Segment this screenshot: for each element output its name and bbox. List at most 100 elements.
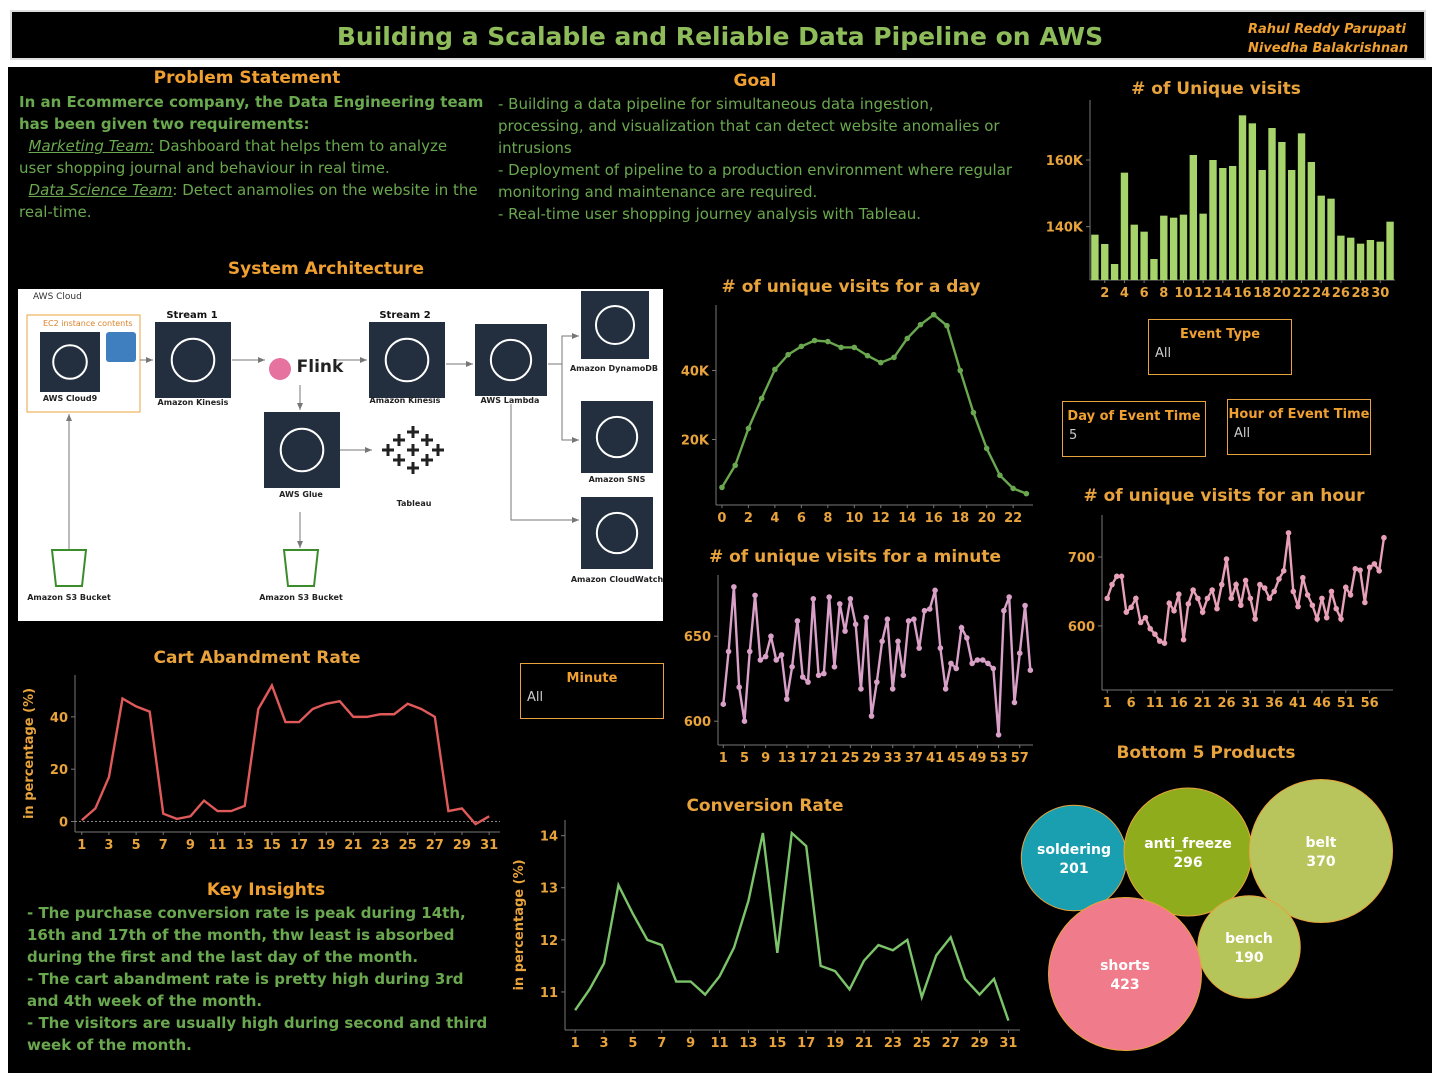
x-tick-label: 25 (399, 838, 417, 853)
node-label: Amazon S3 Bucket (259, 593, 343, 602)
bubble (1020, 804, 1128, 912)
x-tick-label: 6 (1140, 286, 1149, 301)
point (1006, 594, 1012, 600)
point (1228, 595, 1235, 602)
ec2-label: EC2 instance contents (43, 319, 133, 328)
point (794, 618, 801, 624)
point (1323, 614, 1330, 621)
x-tick-label: 0 (717, 511, 726, 526)
point (1214, 605, 1220, 612)
bar (1140, 231, 1148, 280)
x-tick-label: 18 (951, 511, 969, 526)
point (852, 621, 859, 628)
point (1257, 581, 1263, 588)
x-tick-label: 13 (778, 751, 796, 766)
node-label: Tableau (397, 499, 432, 508)
point (974, 657, 981, 663)
point (1238, 602, 1244, 609)
filter-label: Event Type (1179, 327, 1261, 342)
point (874, 679, 880, 685)
bar (1160, 215, 1168, 280)
chart-title: # of unique visits for a minute (709, 547, 1001, 567)
x-tick-label: 8 (1159, 286, 1168, 301)
point (1376, 568, 1382, 574)
y-tick-label: 20 (50, 763, 68, 778)
x-tick-label: 31 (999, 1036, 1017, 1051)
intro: In an Ecommerce company, the Data Engine… (19, 93, 484, 133)
x-tick-label: 10 (1174, 286, 1192, 301)
filter[interactable]: Event Type All (1148, 319, 1292, 375)
x-tick-label: 18 (1253, 286, 1271, 301)
section-title: Problem Statement (153, 68, 341, 88)
bubble (1047, 896, 1203, 1052)
x-tick-label: 31 (1241, 696, 1259, 711)
x-tick-label: 3 (104, 838, 113, 853)
x-tick-label: 1 (571, 1036, 580, 1051)
chart-title: # of unique visits for an hour (1083, 486, 1365, 506)
point (762, 653, 769, 660)
y-tick-label: 20K (681, 433, 710, 448)
point (847, 596, 854, 602)
x-tick-label: 11 (209, 838, 227, 853)
bar (1199, 213, 1207, 280)
icon (106, 332, 136, 362)
icon (40, 332, 100, 392)
icon (269, 358, 291, 380)
icon (581, 497, 653, 569)
point (1261, 585, 1268, 591)
filter[interactable]: Minute All (520, 663, 664, 719)
filter[interactable]: Hour of Event Time All (1227, 399, 1371, 455)
point (821, 670, 827, 677)
bar (1101, 244, 1109, 280)
x-tick-label: 19 (826, 1036, 844, 1051)
point (725, 648, 732, 655)
y-tick-label: 13 (540, 882, 558, 897)
item: - Deployment of pipeline to a production… (498, 161, 1013, 201)
x-tick-label: 24 (1312, 286, 1330, 301)
icon (382, 444, 394, 456)
filter-label: Day of Event Time (1067, 409, 1201, 424)
icon-glyph (595, 511, 639, 555)
x-tick-label: 21 (344, 838, 362, 853)
point (970, 409, 977, 416)
x-tick-label: 3 (599, 1036, 608, 1051)
point (1223, 556, 1230, 562)
point (904, 335, 911, 342)
bar (1248, 123, 1257, 280)
y-tick-label: 14 (540, 830, 558, 845)
filter-value: All (1234, 426, 1251, 441)
bubble-label: belt (1305, 835, 1336, 851)
node-label: Amazon SNS (589, 475, 646, 484)
section-title: Key Insights (206, 880, 326, 900)
y-tick-label: 12 (540, 934, 558, 949)
line (81, 682, 490, 826)
x-tick-label: 4 (1120, 286, 1129, 301)
point (889, 686, 896, 692)
filter[interactable]: Day of Event Time 5 (1062, 401, 1206, 457)
x-tick-label: 1 (1103, 696, 1112, 711)
point (741, 718, 748, 724)
point (930, 311, 937, 318)
point (1328, 588, 1335, 595)
x-tick-label: 31 (480, 838, 498, 853)
x-tick-label: 5 (628, 1036, 637, 1051)
point (1218, 581, 1225, 588)
filter-value: All (527, 690, 544, 705)
y-tick-label: 140K (1046, 221, 1084, 236)
icon-glyph (279, 427, 325, 473)
x-tick-label: 20 (978, 511, 996, 526)
y-tick-label: 600 (684, 715, 711, 730)
icon-glyph (489, 338, 533, 382)
point (798, 343, 805, 350)
point (1290, 588, 1297, 595)
point (731, 584, 737, 590)
point (958, 624, 965, 631)
section-title: Goal (733, 71, 777, 91)
ec2-box (26, 314, 141, 413)
bar (1386, 221, 1394, 280)
bar (1317, 195, 1325, 280)
point (1109, 581, 1115, 588)
point (937, 645, 944, 651)
line (720, 313, 1027, 495)
bar (1278, 142, 1286, 280)
